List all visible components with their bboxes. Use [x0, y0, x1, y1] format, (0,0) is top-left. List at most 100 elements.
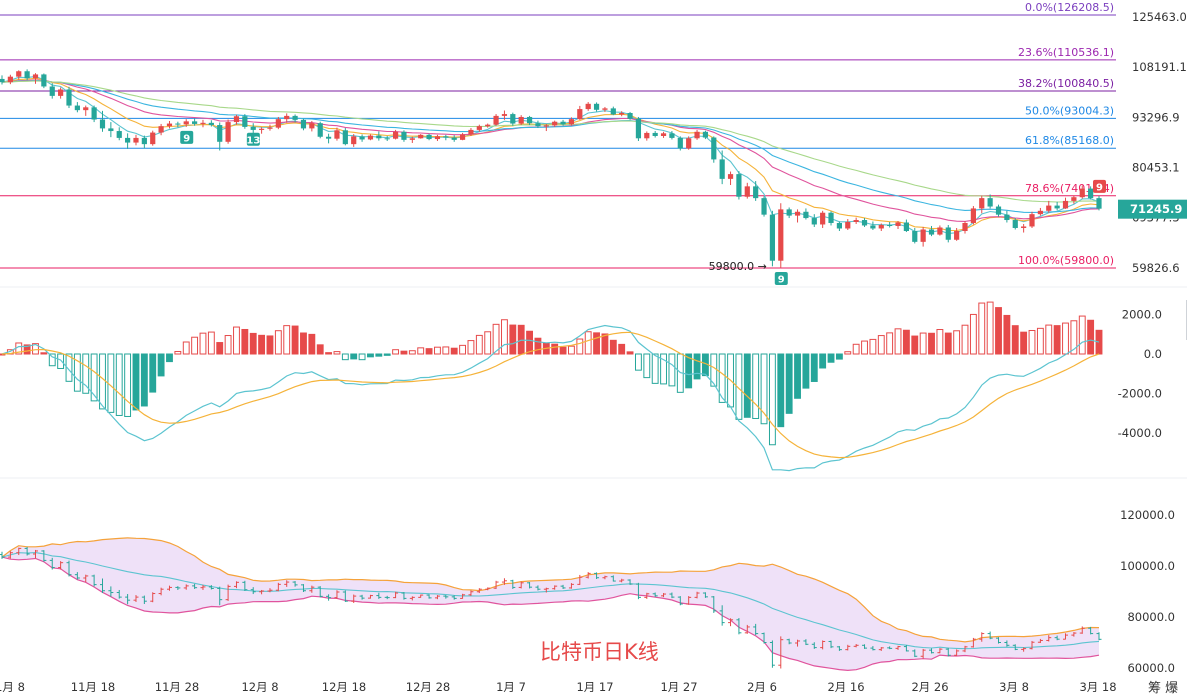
- macd-layer: [0, 301, 1103, 472]
- macd-bar-103: [861, 340, 868, 355]
- macd-bar-53: [442, 346, 450, 355]
- macd-bar-46: [383, 353, 391, 356]
- macd-bar-125: [1045, 324, 1053, 355]
- macd-bar-83: [693, 353, 701, 380]
- candle-body-128: [1071, 197, 1077, 201]
- bollinger-upper: [1, 537, 1100, 643]
- macd-bar-9: [73, 353, 81, 392]
- candle-body-57: [476, 126, 482, 130]
- td-marker-label-1: 13: [246, 135, 260, 146]
- macd-bar-37: [308, 333, 316, 355]
- candle-body-72: [602, 108, 608, 110]
- macd-bar-77: [643, 353, 651, 379]
- td-marker-label-2: 9: [778, 275, 785, 286]
- price-candles: [0, 69, 1102, 268]
- candle-body-75: [627, 113, 633, 119]
- candle-body-80: [669, 133, 675, 138]
- x-axis-tick-6: 1月 7: [496, 680, 526, 694]
- macd-bar-107: [894, 328, 902, 355]
- macd-bar-20: [166, 353, 173, 363]
- candle-body-123: [1029, 214, 1035, 227]
- macd-bar-105: [877, 335, 885, 355]
- candle-body-121: [1012, 220, 1018, 228]
- candle-body-12: [99, 119, 106, 129]
- macd-bar-112: [936, 329, 944, 355]
- macd-bar-11: [90, 353, 98, 402]
- x-axis-tick-4: 12月 18: [322, 680, 366, 694]
- candle-body-76: [635, 118, 642, 139]
- macd-bar-79: [660, 353, 667, 385]
- candle-body-54: [451, 137, 457, 140]
- candle-body-61: [510, 114, 516, 124]
- candle-body-79: [660, 133, 667, 136]
- macd-bar-6: [48, 353, 56, 367]
- macd-bar-49: [408, 350, 416, 355]
- macd-bar-68: [568, 345, 575, 355]
- candle-body-127: [1062, 200, 1069, 209]
- ma-line-45: [1, 80, 1100, 203]
- macd-bar-23: [191, 336, 199, 355]
- macd-bar-8: [65, 353, 73, 382]
- candle-body-93: [778, 209, 784, 261]
- macd-bar-43: [358, 353, 366, 361]
- candle-body-97: [811, 218, 817, 225]
- macd-bar-44: [367, 353, 374, 358]
- macd-bar-122: [1020, 331, 1028, 355]
- macd-bar-33: [274, 330, 282, 355]
- macd-bar-89: [743, 353, 751, 418]
- macd-bar-82: [685, 353, 693, 389]
- macd-bar-42: [350, 353, 358, 360]
- candle-body-38: [317, 123, 323, 137]
- boll-axis-tick-1: 100000.0: [1120, 559, 1175, 573]
- price-axis-tick-3: 80453.1: [1132, 161, 1180, 175]
- moving-average-lines: [1, 75, 1100, 235]
- candle-body-64: [535, 123, 541, 127]
- macd-bar-52: [434, 346, 441, 355]
- td-marker-box-2: [774, 272, 788, 285]
- macd-bar-26: [216, 342, 224, 355]
- candle-body-71: [593, 103, 600, 110]
- x-axis-tick-0: 1月 8: [0, 680, 25, 694]
- macd-bar-98: [819, 353, 827, 369]
- macd-bar-12: [99, 353, 106, 410]
- candle-body-62: [518, 116, 524, 124]
- candle-body-36: [300, 119, 307, 129]
- boll-axis-tick-2: 80000.0: [1127, 610, 1175, 624]
- candle-body-74: [619, 113, 625, 115]
- candle-body-23: [192, 121, 198, 124]
- macd-bar-19: [157, 353, 165, 377]
- candle-body-21: [175, 123, 181, 125]
- macd-bar-28: [233, 326, 240, 355]
- ma-line-5: [1, 75, 1100, 235]
- candle-body-94: [786, 209, 792, 216]
- macd-bar-36: [300, 332, 307, 355]
- price-axis-tick-2: 93296.9: [1132, 110, 1180, 124]
- macd-bar-117: [978, 302, 986, 355]
- x-axis-tick-5: 12月 28: [406, 680, 450, 694]
- candle-body-101: [845, 221, 851, 229]
- candle-body-108: [903, 222, 909, 232]
- macd-bar-118: [986, 301, 994, 355]
- x-axis-tick-2: 11月 28: [155, 680, 199, 694]
- macd-bar-25: [207, 331, 215, 355]
- candle-body-19: [158, 126, 164, 133]
- candle-body-50: [418, 134, 424, 139]
- candle-body-112: [937, 227, 943, 235]
- macd-bar-15: [124, 353, 132, 417]
- macd-bar-67: [559, 346, 567, 355]
- macd-bar-92: [768, 353, 776, 446]
- macd-bar-69: [576, 338, 584, 355]
- macd-bar-91: [760, 353, 768, 425]
- td-marker-label-0: 9: [183, 133, 190, 144]
- macd-bar-3: [23, 344, 31, 355]
- macd-bar-22: [182, 341, 190, 355]
- candle-body-16: [133, 137, 139, 143]
- bollinger-lower: [1, 556, 1100, 672]
- macd-bar-30: [249, 332, 257, 355]
- candle-body-77: [644, 132, 650, 139]
- macd-bar-66: [551, 343, 559, 355]
- candle-body-105: [878, 224, 884, 229]
- macd-bar-75: [626, 351, 634, 355]
- candle-body-22: [183, 121, 189, 125]
